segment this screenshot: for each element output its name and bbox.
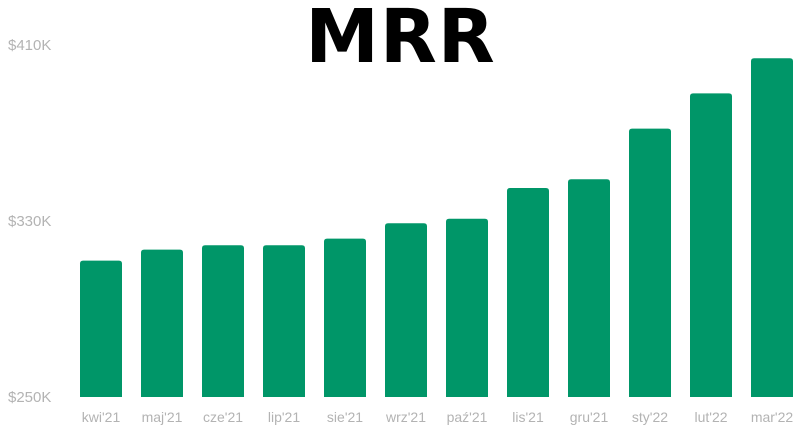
x-tick-label: maj'21 bbox=[142, 409, 183, 425]
chart-title: MRR bbox=[305, 0, 496, 80]
bar bbox=[690, 93, 732, 398]
x-tick-label: sie'21 bbox=[327, 409, 363, 425]
bar bbox=[446, 218, 488, 397]
x-tick-label: sty'22 bbox=[632, 409, 668, 425]
bar bbox=[202, 245, 244, 397]
x-tick-label: kwi'21 bbox=[82, 409, 121, 425]
y-tick-label: $410K bbox=[8, 37, 51, 54]
x-tick-label: gru'21 bbox=[570, 409, 609, 425]
bar bbox=[80, 260, 122, 397]
bar bbox=[324, 238, 366, 397]
bar bbox=[263, 245, 305, 397]
bar bbox=[751, 58, 793, 397]
x-tick-label: wrz'21 bbox=[385, 409, 426, 425]
bar bbox=[507, 188, 549, 397]
x-tick-label: lut'22 bbox=[694, 409, 727, 425]
x-tick-label: cze'21 bbox=[203, 409, 243, 425]
bar bbox=[141, 249, 183, 397]
x-tick-label: paź'21 bbox=[447, 409, 488, 425]
bar bbox=[629, 128, 671, 397]
y-tick-label: $250K bbox=[8, 389, 51, 406]
x-tick-label: lip'21 bbox=[268, 409, 300, 425]
bar bbox=[568, 179, 610, 397]
x-tick-label: mar'22 bbox=[751, 409, 794, 425]
x-tick-label: lis'21 bbox=[512, 409, 544, 425]
y-tick-label: $330K bbox=[8, 213, 51, 230]
bar bbox=[385, 223, 427, 397]
